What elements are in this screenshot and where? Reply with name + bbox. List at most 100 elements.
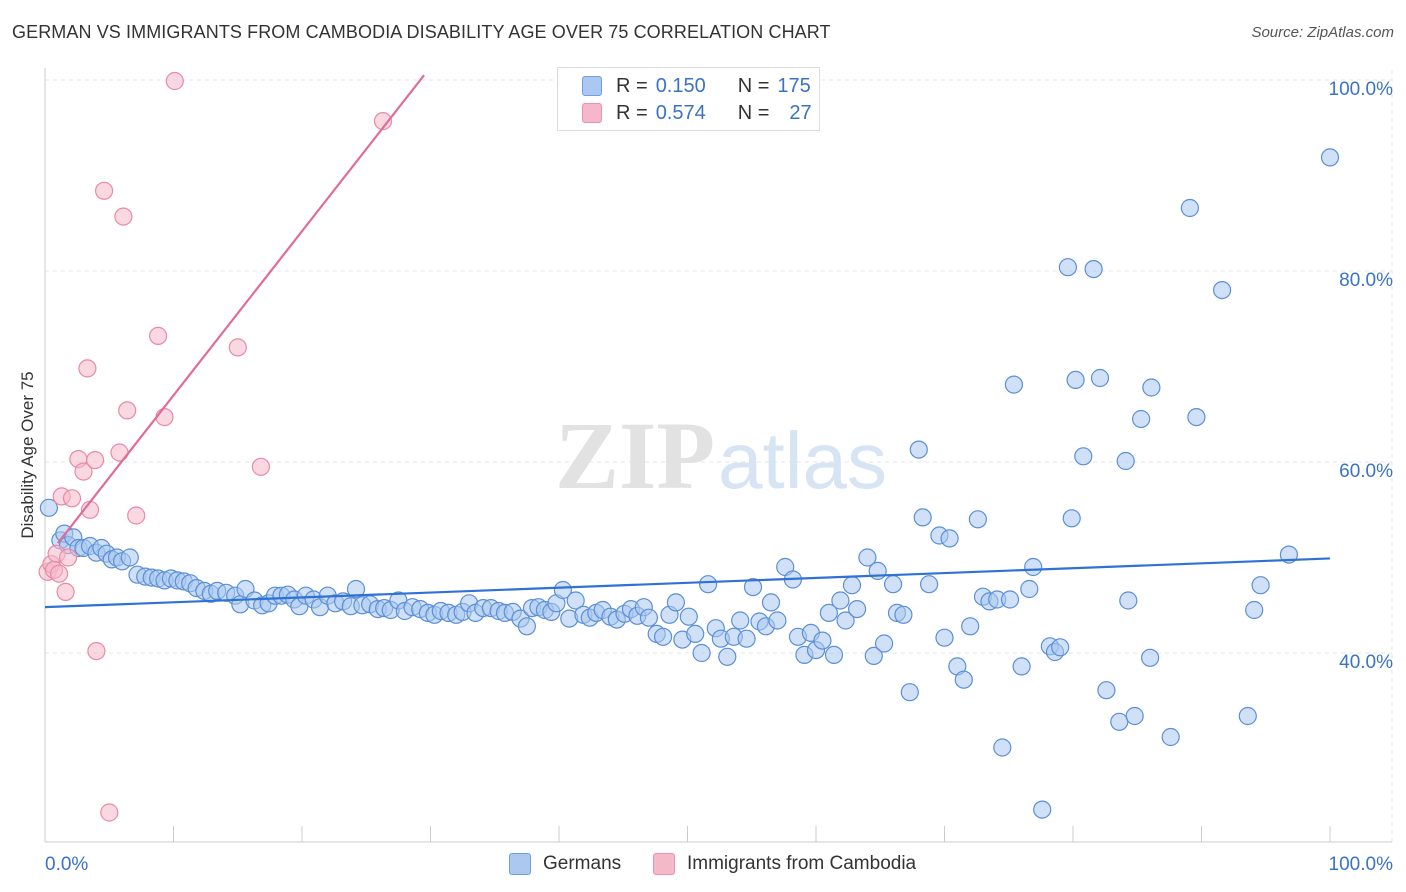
germans-point <box>1180 198 1200 218</box>
y-tick-label: 100.0% <box>1329 79 1394 100</box>
germans-point <box>1187 408 1206 427</box>
germans-point <box>768 611 787 630</box>
germans-point <box>553 580 573 600</box>
cambodia-point <box>118 401 137 420</box>
germans-point <box>120 548 139 567</box>
germans-point <box>679 607 698 626</box>
cambodia-trend-line <box>56 74 425 544</box>
watermark-atlas: atlas <box>718 416 887 505</box>
cambodia-point <box>62 489 82 508</box>
germans-point <box>900 683 919 702</box>
cambodia-point <box>58 548 78 567</box>
cambodia-point <box>165 71 184 91</box>
germans-point <box>698 575 718 594</box>
cambodia-point <box>56 582 75 602</box>
cambodia-point <box>85 451 105 470</box>
cambodia-point <box>74 462 93 481</box>
germans-point <box>919 575 939 594</box>
trend-lines <box>44 74 1331 609</box>
germans-point <box>1033 800 1052 819</box>
watermark-zip: ZIP <box>555 402 715 509</box>
germans-point <box>913 508 932 527</box>
y-axis-label: Disability Age Over 75 <box>18 371 37 538</box>
germans-point <box>1320 148 1340 167</box>
germans-point <box>858 548 877 567</box>
germans-point <box>1062 509 1081 528</box>
germans-point <box>743 577 763 597</box>
germans-point <box>1024 557 1043 577</box>
germans-point <box>1238 706 1257 726</box>
germans-point <box>666 593 686 612</box>
germans-point <box>909 440 928 459</box>
legend-r-value: 0.574 <box>655 101 706 124</box>
legend-row-germans: R = 0.150 N = 175 <box>582 73 811 99</box>
cambodia-point <box>94 181 114 200</box>
cambodia-point <box>228 338 247 357</box>
cambodia-point <box>127 506 146 525</box>
legend-swatch-cambodia <box>582 103 602 123</box>
germans-point <box>566 591 585 610</box>
bottom-legend-label-germans: Germans <box>543 853 622 874</box>
legend-r-value: 0.150 <box>655 74 706 97</box>
germans-point <box>1097 681 1116 700</box>
germans-point <box>761 593 781 612</box>
legend-r-label: R = <box>616 101 648 124</box>
legend-row-cambodia: R = 0.574 N = 27 <box>582 100 812 126</box>
germans-point <box>883 575 903 594</box>
tick-labels: 40.0% 60.0% 80.0% 100.0% 0.0% 100.0% <box>45 79 1393 875</box>
correlation-legend: R = 0.150 N = 175 R = 0.574 N = 27 <box>557 67 820 131</box>
germans-point <box>1090 368 1110 388</box>
legend-swatch-germans <box>582 76 602 96</box>
germans-point <box>731 611 750 630</box>
bottom-legend-germans: Germans <box>509 852 621 876</box>
germans-point <box>1251 576 1270 595</box>
germans-point <box>993 738 1012 757</box>
germans-point <box>1051 638 1070 657</box>
source-label: Source: ZipAtlas.com <box>1251 24 1394 41</box>
germans-point <box>686 624 705 644</box>
legend-n-value: 27 <box>789 101 812 124</box>
germans-point <box>847 599 867 619</box>
germans-point <box>718 647 737 666</box>
germans-point <box>653 627 673 646</box>
germans-point <box>961 617 980 636</box>
germans-point <box>1058 258 1078 277</box>
bottom-legend-label-cambodia: Immigrants from Cambodia <box>687 853 917 874</box>
y-tick-label: 40.0% <box>1339 652 1393 673</box>
cambodia-points <box>38 71 393 822</box>
y-tick-label: 80.0% <box>1339 270 1393 291</box>
germans-points <box>39 148 1340 819</box>
x-tick-label: 100.0% <box>1329 854 1394 875</box>
germans-point <box>1066 370 1085 389</box>
y-tick-label: 60.0% <box>1339 461 1393 482</box>
germans-point <box>864 646 883 666</box>
germans-point <box>1074 447 1093 466</box>
germans-trend-line <box>44 557 1331 609</box>
germans-point <box>1020 579 1039 599</box>
legend-n-value: 175 <box>777 74 811 97</box>
germans-point <box>1119 591 1138 610</box>
germans-point <box>1212 281 1232 300</box>
bottom-legend-swatch-cambodia <box>653 853 675 875</box>
germans-point <box>1084 260 1103 279</box>
chart-title: GERMAN VS IMMIGRANTS FROM CAMBODIA DISAB… <box>12 22 831 42</box>
bottom-legend-swatch-germans <box>509 853 531 875</box>
germans-point <box>1131 409 1151 429</box>
germans-point <box>813 631 832 650</box>
germans-point <box>968 510 988 529</box>
legend-r-label: R = <box>616 74 648 97</box>
legend-n-label: N = <box>737 74 770 97</box>
legend-n-label: N = <box>737 101 770 124</box>
germans-point <box>1245 600 1264 620</box>
germans-point <box>819 603 839 623</box>
germans-point <box>1140 648 1160 667</box>
cambodia-point <box>149 326 168 345</box>
cambodia-point <box>78 359 97 378</box>
germans-point <box>1116 451 1135 471</box>
watermark: ZIP atlas <box>555 402 887 509</box>
germans-point <box>935 628 954 647</box>
germans-point <box>1004 375 1024 394</box>
germans-point <box>1110 712 1129 731</box>
cambodia-point <box>114 207 133 226</box>
germans-point <box>831 591 850 610</box>
